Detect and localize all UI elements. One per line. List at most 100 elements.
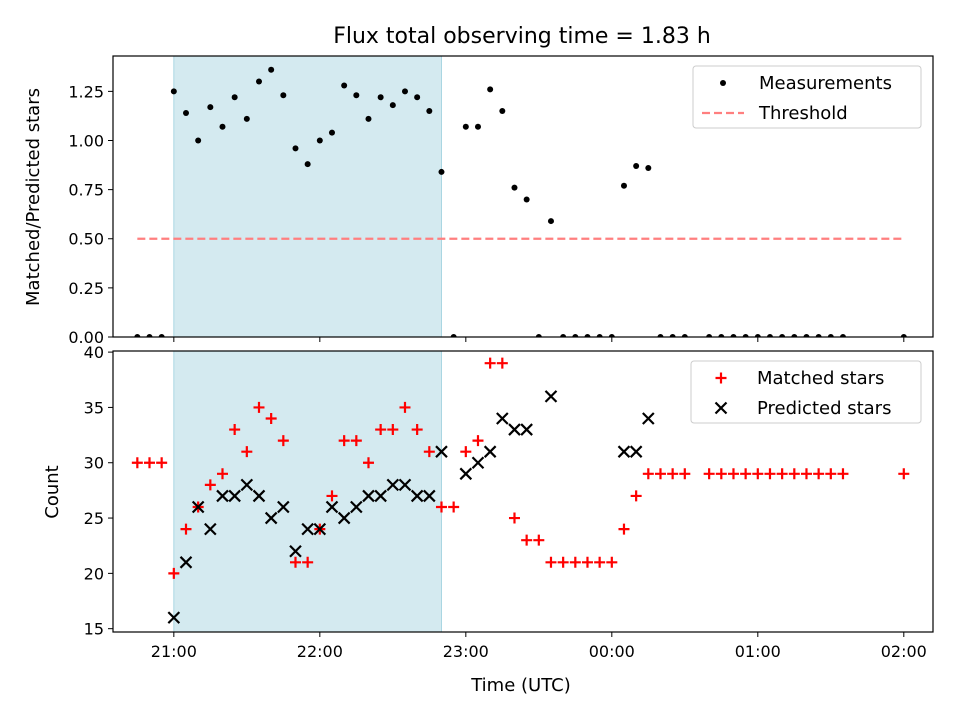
data-point — [535, 334, 542, 337]
legend-label: Measurements — [759, 73, 892, 94]
legend-swatch — [714, 401, 728, 415]
data-point — [740, 468, 752, 480]
data-point — [544, 390, 558, 403]
y-tick-label: 0.50 — [68, 230, 104, 249]
data-point — [557, 556, 569, 568]
data-point — [362, 489, 375, 503]
data-point — [268, 66, 275, 73]
data-point — [398, 478, 412, 492]
x-axis-label: Time (UTC) — [470, 675, 571, 696]
data-point — [508, 512, 520, 524]
data-point — [657, 334, 664, 337]
data-point — [231, 94, 238, 101]
data-point — [681, 334, 688, 337]
y-tick-label: 35 — [84, 398, 104, 417]
x-tick-label: 02:00 — [881, 642, 927, 661]
legend-box — [692, 65, 922, 129]
data-point — [618, 523, 630, 535]
data-point — [325, 500, 339, 514]
data-point — [754, 334, 761, 337]
data-point — [411, 424, 423, 436]
data-point — [243, 115, 250, 122]
data-point — [337, 511, 351, 525]
data-point — [776, 468, 788, 480]
data-point — [134, 334, 141, 337]
data-point — [839, 334, 846, 337]
data-point — [401, 88, 408, 95]
data-point — [170, 88, 177, 95]
data-point — [752, 468, 764, 480]
series-measurements — [134, 66, 907, 337]
data-point — [764, 468, 776, 480]
data-point — [156, 457, 168, 469]
data-point — [277, 435, 289, 447]
data-point — [216, 468, 228, 480]
data-point — [423, 489, 436, 503]
x-tick-label: 22:00 — [297, 642, 343, 661]
data-point — [375, 424, 387, 436]
data-point — [255, 78, 262, 85]
data-point — [569, 556, 581, 568]
data-point — [667, 468, 679, 480]
data-point — [629, 445, 643, 458]
data-point — [679, 468, 691, 480]
y-tick-label: 30 — [84, 454, 104, 473]
data-point — [313, 522, 327, 536]
data-point — [143, 457, 155, 469]
data-point — [837, 468, 849, 480]
data-point — [448, 501, 460, 513]
y-axis-label-bottom: Count — [42, 465, 63, 518]
data-point — [484, 357, 496, 369]
data-point — [389, 102, 396, 109]
panel-counts: 15 20 25 30 35 40 21:00 22:00 23:00 00:00 01:00 02… — [42, 343, 934, 696]
data-point — [462, 123, 469, 130]
data-point — [472, 435, 484, 447]
data-point — [471, 456, 485, 470]
data-point — [316, 137, 323, 144]
data-point — [328, 129, 335, 136]
data-point — [167, 611, 181, 624]
data-point — [264, 511, 278, 525]
data-point — [204, 479, 216, 491]
data-point — [289, 544, 302, 558]
data-point — [241, 446, 253, 458]
data-point — [207, 104, 214, 111]
data-point — [377, 94, 384, 101]
data-point — [487, 86, 494, 93]
data-point — [350, 500, 363, 514]
data-point — [594, 556, 606, 568]
data-point — [727, 468, 739, 480]
series-predicted-stars — [167, 390, 655, 624]
data-point — [168, 567, 180, 579]
data-point — [338, 435, 350, 447]
data-point — [277, 500, 290, 514]
data-point — [642, 412, 655, 425]
data-point — [642, 468, 654, 480]
data-point — [146, 334, 153, 337]
data-point — [158, 334, 165, 337]
data-point — [302, 556, 314, 568]
legend-box — [690, 360, 922, 424]
data-point — [606, 556, 618, 568]
data-point — [435, 445, 448, 458]
data-point — [228, 489, 241, 503]
data-point — [584, 334, 591, 337]
data-point — [414, 94, 421, 101]
data-point — [410, 489, 424, 503]
data-point — [766, 334, 773, 337]
data-point — [496, 412, 509, 425]
y-tick-label: 20 — [84, 564, 104, 583]
shaded-interval — [173, 351, 442, 632]
data-point — [521, 534, 533, 546]
data-point — [423, 446, 435, 458]
data-point — [706, 334, 713, 337]
legend-label: Predicted stars — [757, 398, 891, 419]
data-point — [289, 556, 301, 568]
data-point — [474, 123, 481, 130]
data-point — [304, 161, 311, 168]
data-point — [791, 334, 798, 337]
data-point — [180, 523, 192, 535]
data-point — [240, 478, 254, 492]
data-point — [195, 137, 202, 144]
